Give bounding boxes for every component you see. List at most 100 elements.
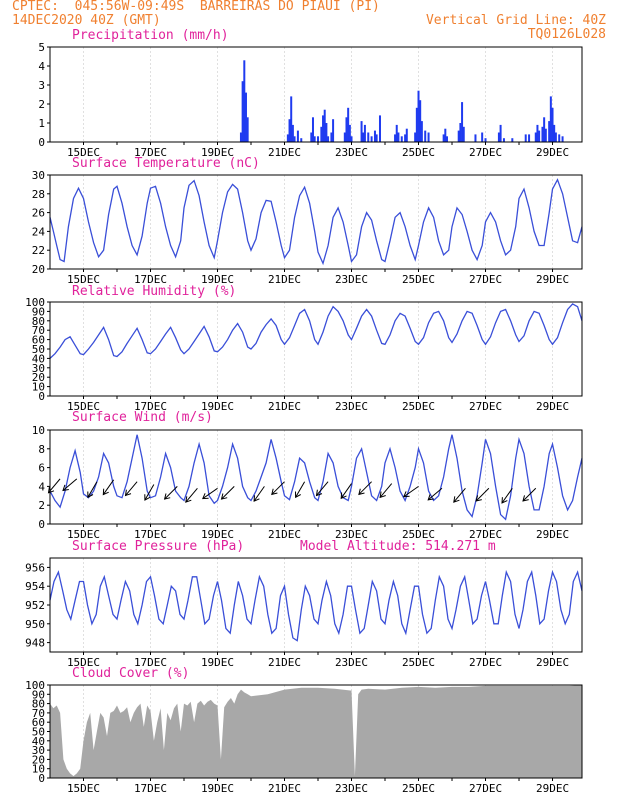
wind-arrow	[475, 487, 490, 502]
precip-bar	[313, 136, 316, 142]
rh-series-line	[49, 303, 583, 359]
precip-bar	[551, 107, 554, 142]
precip-bar	[325, 123, 328, 142]
precip-bar	[499, 124, 502, 142]
precip-bar	[345, 117, 348, 142]
precip-bar	[241, 81, 244, 142]
wind-arrow	[340, 483, 352, 500]
precip-bar	[286, 134, 289, 142]
precip-bar	[553, 124, 556, 142]
temp-ytick-label: 26	[32, 207, 45, 220]
precip-bar	[417, 90, 420, 142]
pressure-xtick-label: 29DEC	[536, 656, 569, 669]
precip-ytick-label: 1	[38, 117, 45, 130]
precip-bar	[310, 132, 313, 142]
pressure-xtick-label: 21DEC	[268, 656, 301, 669]
precip-xtick-label: 29DEC	[536, 146, 569, 159]
precip-title: Precipitation (mm/h)	[72, 28, 229, 43]
precip-bar	[528, 134, 531, 142]
wind-ytick-label: 6	[38, 462, 45, 475]
precip-frame	[49, 46, 583, 143]
pressure-xtick-label: 23DEC	[335, 656, 368, 669]
precip-bar	[350, 136, 353, 142]
precip-bar	[300, 138, 303, 142]
wind-frame	[49, 429, 583, 525]
precip-bar	[362, 132, 365, 142]
precip-xtick-label: 17DEC	[134, 146, 167, 159]
cloud-ytick-label: 0	[38, 772, 45, 785]
precip-panel: 0 1 2 3 4 5 15DEC 17DEC 19DEC 21DEC 23DEC 25DEC 27DE…	[38, 41, 583, 159]
wind-arrow	[62, 478, 78, 492]
pressure-frame	[49, 557, 583, 653]
header-line1: CPTEC: 045:56W-09:49S BARREIRAS DO PIAUI…	[12, 0, 380, 14]
precip-bar	[244, 92, 247, 142]
cloud-xtick-label: 25DEC	[402, 782, 435, 795]
precip-bar	[322, 115, 325, 142]
pressure-xtick-label: 17DEC	[134, 656, 167, 669]
cloud-xtick-label: 27DEC	[469, 782, 502, 795]
precip-bar	[327, 136, 330, 142]
precip-bar	[239, 132, 242, 142]
precip-bar	[534, 132, 537, 142]
precip-bar	[405, 128, 408, 142]
precip-bar	[548, 121, 551, 142]
wind-ytick-label: 10	[32, 424, 45, 437]
temp-xtick-label: 25DEC	[402, 273, 435, 286]
precip-bar	[246, 117, 249, 142]
temp-panel: 20 22 24 26 28 30 15DEC 17DEC 19DEC 21DEC 23DEC 25D…	[32, 169, 583, 286]
temp-ytick-label: 24	[32, 225, 46, 238]
precip-bar	[554, 132, 557, 142]
wind-arrow	[163, 486, 178, 500]
precip-bar	[481, 132, 484, 142]
precip-bar	[243, 60, 246, 142]
rh-frame	[49, 301, 583, 397]
rh-ytick-label: 50	[32, 343, 45, 356]
rh-xtick-label: 23DEC	[335, 400, 368, 413]
precip-xtick-label: 15DEC	[67, 146, 100, 159]
wind-arrow	[501, 487, 513, 504]
wind-xtick-label: 17DEC	[134, 528, 167, 541]
precip-bar	[549, 96, 552, 142]
temp-frame	[49, 174, 583, 270]
precip-ytick-label: 2	[38, 98, 45, 111]
temp-ytick-label: 28	[32, 188, 45, 201]
rh-xtick-label: 29DEC	[536, 400, 569, 413]
temp-xtick-label: 19DEC	[201, 273, 234, 286]
header-date: 14DEC2020 40Z (GMT)	[12, 13, 161, 28]
wind-xtick-label: 25DEC	[402, 528, 435, 541]
temp-xtick-label: 27DEC	[469, 273, 502, 286]
precip-bar	[561, 136, 564, 142]
precip-bar	[320, 126, 323, 142]
precip-bar	[394, 134, 397, 142]
rh-xtick-label: 15DEC	[67, 400, 100, 413]
rh-xtick-label: 27DEC	[469, 400, 502, 413]
precip-bar	[363, 124, 366, 142]
precip-bar	[348, 124, 351, 142]
wind-xtick-label: 21DEC	[268, 528, 301, 541]
cloud-ytick-label: 10	[32, 763, 45, 776]
rh-xtick-label: 17DEC	[134, 400, 167, 413]
wind-xtick-label: 19DEC	[201, 528, 234, 541]
cloud-ytick-label: 40	[32, 735, 45, 748]
precip-bar	[543, 117, 546, 142]
precip-bar	[373, 130, 376, 142]
pressure-title: Surface Pressure (hPa)	[72, 539, 245, 554]
precip-bar	[484, 138, 487, 142]
pressure-ytick-label: 948	[25, 637, 45, 650]
wind-series-line	[49, 434, 583, 521]
precip-bar	[347, 107, 350, 142]
precip-bar	[330, 132, 333, 142]
pressure-xtick-label: 15DEC	[67, 656, 100, 669]
cloud-area	[50, 685, 582, 778]
wind-arrow	[220, 486, 235, 500]
temp-xtick-label: 17DEC	[134, 273, 167, 286]
wind-arrow	[271, 481, 285, 496]
pressure-ytick-label: 950	[25, 618, 45, 631]
precip-bar	[293, 136, 296, 142]
temp-ytick-label: 20	[32, 263, 45, 276]
rh-ytick-label: 0	[38, 390, 45, 403]
precip-bar	[404, 134, 407, 142]
cloud-xtick-label: 21DEC	[268, 782, 301, 795]
